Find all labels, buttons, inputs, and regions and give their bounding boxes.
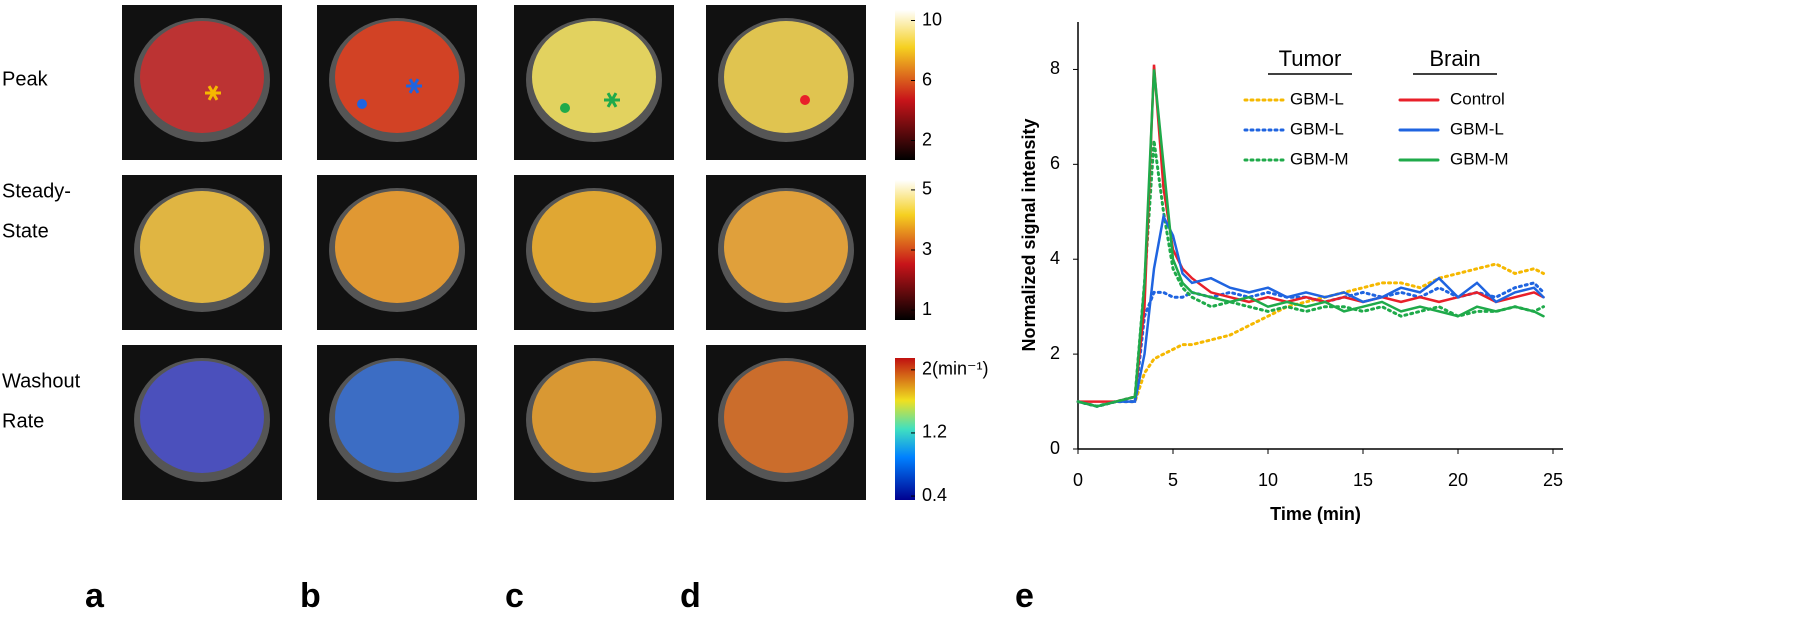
x-tick-label: 10 <box>1258 470 1278 490</box>
colorbar-tick-label: 2(min⁻¹) <box>922 359 989 379</box>
mri-images <box>122 5 866 500</box>
x-axis-label: Time (min) <box>1270 504 1361 524</box>
panel-letter: e <box>1015 577 1034 615</box>
overlay <box>724 191 848 303</box>
x-tick-label: 20 <box>1448 470 1468 490</box>
row-label: Rate <box>2 410 44 432</box>
overlay <box>532 361 656 473</box>
marker-star <box>606 92 618 108</box>
x-tick-label: 25 <box>1543 470 1563 490</box>
y-tick-label: 8 <box>1050 58 1060 78</box>
legend-title: Brain <box>1429 46 1480 71</box>
series-line <box>1076 212 1545 408</box>
marker-dot <box>560 103 570 113</box>
legend-label: Control <box>1450 89 1505 108</box>
panel-letter: d <box>680 577 701 615</box>
panel-letter: a <box>85 577 105 615</box>
overlay <box>724 361 848 473</box>
row-label: Steady- <box>2 180 71 202</box>
marker-dot <box>800 95 810 105</box>
colorbar <box>895 180 915 320</box>
y-tick-label: 6 <box>1050 153 1060 173</box>
y-tick-label: 4 <box>1050 248 1060 268</box>
overlay <box>140 191 264 303</box>
panel-letter: c <box>505 577 524 615</box>
overlay <box>140 21 264 133</box>
legend-label: GBM-L <box>1290 119 1344 138</box>
marker-star <box>207 85 219 101</box>
colorbar-tick-label: 5 <box>922 179 932 199</box>
series-line <box>1076 262 1545 408</box>
x-tick-label: 0 <box>1073 470 1083 490</box>
overlay <box>140 361 264 473</box>
overlay <box>532 21 656 133</box>
x-tick-label: 15 <box>1353 470 1373 490</box>
y-tick-label: 0 <box>1050 438 1060 458</box>
colorbar-tick-label: 10 <box>922 9 942 29</box>
marker-star <box>408 78 420 94</box>
legend-title: Tumor <box>1279 46 1342 71</box>
row-label: Washout <box>2 370 81 392</box>
y-axis-label: Normalized signal intensity <box>1019 118 1039 351</box>
legend-label: GBM-L <box>1450 119 1504 138</box>
x-tick-label: 5 <box>1168 470 1178 490</box>
colorbar-tick-label: 6 <box>922 69 932 89</box>
overlay <box>724 21 848 133</box>
legend-label: GBM-M <box>1450 149 1509 168</box>
marker-dot <box>357 99 367 109</box>
colorbar-tick-label: 1 <box>922 299 932 319</box>
colorbar-tick-label: 0.4 <box>922 485 947 505</box>
overlay <box>532 191 656 303</box>
row-label: State <box>2 220 49 242</box>
overlay <box>335 21 459 133</box>
legend-label: GBM-M <box>1290 149 1349 168</box>
colorbar <box>895 10 915 160</box>
row-label: Peak <box>2 68 49 90</box>
colorbar-tick-label: 1.2 <box>922 422 947 442</box>
series-line <box>1076 281 1545 408</box>
panel-letter: b <box>300 577 321 615</box>
series-line <box>1076 69 1545 408</box>
colorbar-tick-label: 2 <box>922 129 932 149</box>
legend-label: GBM-L <box>1290 89 1344 108</box>
overlay <box>335 361 459 473</box>
colorbar <box>895 358 915 500</box>
series-line <box>1076 140 1545 408</box>
colorbar-tick-label: 3 <box>922 239 932 259</box>
overlay <box>335 191 459 303</box>
y-tick-label: 2 <box>1050 343 1060 363</box>
